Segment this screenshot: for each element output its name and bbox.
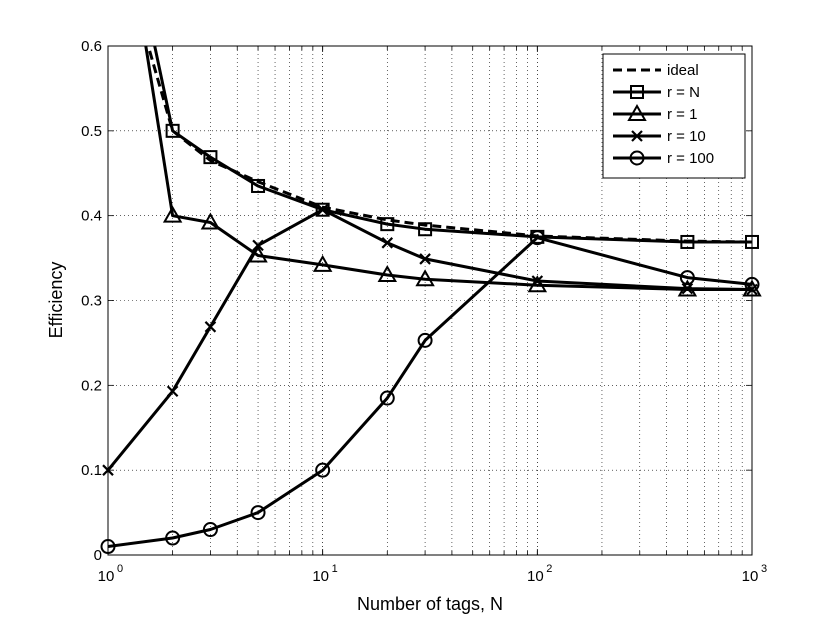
legend-swatch-marker — [630, 85, 644, 99]
legend-entry-label: ideal — [667, 62, 699, 79]
legend-entry-label: r = N — [667, 84, 700, 101]
data-point-marker — [417, 332, 433, 348]
series-line-3 — [108, 208, 752, 472]
legend-entry-label: r = 100 — [667, 150, 714, 167]
series-line-1 — [153, 46, 752, 244]
y-axis-label: Efficiency — [46, 262, 66, 339]
y-tick-label: 0.6 — [81, 38, 102, 55]
data-point-marker — [679, 270, 695, 286]
data-point-marker — [251, 178, 266, 193]
x-tick-label-base: 10 — [527, 568, 544, 585]
axis-ticks: 00.10.20.30.40.50.610 0 10 1 10 2 10 3 — [81, 38, 767, 585]
data-point-marker — [677, 279, 698, 297]
data-point-marker — [315, 202, 330, 217]
data-point-marker — [745, 234, 759, 249]
series-line-2 — [144, 46, 752, 291]
data-point-marker — [204, 321, 217, 333]
data-point-marker — [100, 539, 116, 555]
y-tick-label: 0.1 — [81, 462, 102, 479]
data-point-marker — [381, 237, 394, 249]
data-point-marker — [377, 265, 398, 283]
data-point-marker — [202, 522, 218, 538]
data-point-marker — [165, 123, 180, 138]
x-axis-label: Number of tags, N — [357, 594, 503, 614]
x-tick-label-base: 10 — [98, 568, 115, 585]
x-tick-label-exponent: 2 — [546, 563, 552, 575]
data-point-marker — [315, 462, 331, 478]
data-point-marker — [102, 464, 114, 476]
x-tick-label-base: 10 — [742, 568, 759, 585]
legend-entry-label: r = 1 — [667, 106, 697, 123]
data-point-marker — [316, 203, 329, 216]
data-point-marker — [162, 205, 183, 223]
data-point-marker — [744, 276, 760, 292]
legend-swatch-marker — [631, 130, 643, 142]
data-point-marker — [418, 222, 433, 237]
legend-swatch-marker — [627, 103, 647, 121]
x-tick-label-exponent: 3 — [761, 563, 767, 575]
x-tick-label-exponent: 1 — [332, 563, 338, 575]
y-tick-label: 0.5 — [81, 123, 102, 140]
series-line-0 — [146, 46, 752, 244]
data-point-marker — [531, 275, 544, 287]
y-tick-label: 0.2 — [81, 377, 102, 394]
data-point-marker — [165, 530, 181, 546]
x-tick-label-base: 10 — [312, 568, 329, 585]
data-point-marker — [248, 245, 268, 263]
data-point-marker — [419, 253, 431, 265]
y-tick-label: 0.3 — [81, 293, 102, 310]
data-point-marker — [529, 230, 545, 246]
data-point-marker — [680, 234, 695, 249]
data-point-marker — [380, 217, 395, 232]
data-point-marker — [312, 254, 333, 272]
legend: ideal r = N r = 1 r = 10 r = 100 — [602, 53, 746, 179]
data-point-marker — [200, 212, 221, 230]
data-point-marker — [415, 269, 435, 287]
x-tick-label-exponent: 0 — [117, 563, 123, 575]
series-lines — [108, 46, 752, 548]
data-point-marker — [250, 505, 266, 521]
legend-entry-label: r = 10 — [667, 128, 706, 145]
y-tick-label: 0 — [94, 547, 102, 564]
legend-swatch-marker — [629, 150, 645, 166]
series-line-4 — [108, 236, 752, 548]
data-point-marker — [681, 282, 694, 295]
y-tick-label: 0.4 — [81, 208, 102, 225]
data-point-marker — [746, 283, 758, 296]
data-point-marker — [203, 150, 218, 165]
data-point-marker — [166, 385, 179, 398]
series-markers — [100, 123, 762, 555]
data-point-marker — [379, 390, 395, 406]
data-point-marker — [252, 239, 264, 252]
